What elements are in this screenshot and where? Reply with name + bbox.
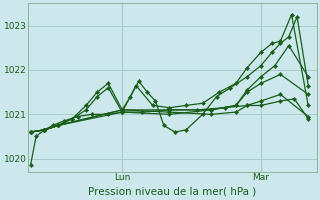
- X-axis label: Pression niveau de la mer( hPa ): Pression niveau de la mer( hPa ): [88, 187, 256, 197]
